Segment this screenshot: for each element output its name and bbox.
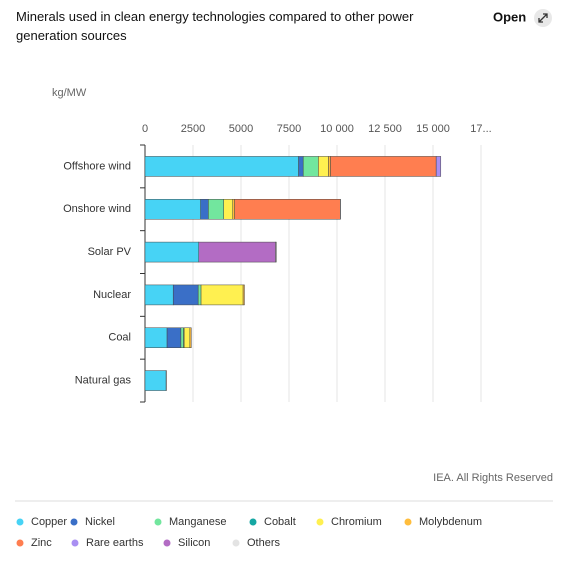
x-tick-label: 12 500 bbox=[368, 123, 402, 135]
bar-segment bbox=[435, 156, 442, 177]
legend-label: Chromium bbox=[331, 516, 382, 528]
bar-segment bbox=[144, 199, 201, 220]
bar-segment bbox=[275, 241, 277, 263]
bar-segment bbox=[298, 156, 304, 177]
bar-segment bbox=[144, 327, 168, 348]
legend-swatch bbox=[71, 539, 79, 547]
legend-label: Rare earths bbox=[86, 537, 144, 549]
legend-label: Others bbox=[247, 537, 281, 549]
bar-segment bbox=[144, 284, 174, 306]
bar-segment bbox=[172, 284, 199, 306]
legend-label: Copper bbox=[31, 516, 67, 528]
legend-swatch bbox=[154, 518, 162, 526]
bar-segment bbox=[144, 370, 167, 391]
legend-swatch bbox=[16, 518, 24, 526]
bar-segment bbox=[144, 156, 299, 177]
open-arrow[interactable] bbox=[538, 13, 548, 23]
open-label[interactable]: Open bbox=[493, 9, 526, 24]
bar-segment bbox=[166, 327, 182, 348]
bar-segment bbox=[183, 327, 191, 348]
legend-label: Nickel bbox=[85, 516, 115, 528]
legend-label: Molybdenum bbox=[419, 516, 482, 528]
legend-label: Zinc bbox=[31, 537, 52, 549]
source-note: IEA. All Rights Reserved bbox=[433, 472, 553, 484]
x-tick-label: 5000 bbox=[229, 123, 253, 135]
bar-segment bbox=[208, 199, 224, 220]
legend-swatch bbox=[232, 539, 240, 547]
bar-segment bbox=[144, 241, 200, 263]
bar-segment bbox=[223, 199, 233, 220]
legend-swatch bbox=[404, 518, 412, 526]
x-tick-label: 2500 bbox=[181, 123, 205, 135]
bar-segment bbox=[198, 241, 276, 263]
x-tick-label: 15 000 bbox=[416, 123, 450, 135]
legend-swatch bbox=[70, 518, 78, 526]
legend-swatch bbox=[316, 518, 324, 526]
x-tick-label: 10 000 bbox=[320, 123, 354, 135]
bar-segment bbox=[328, 156, 331, 177]
bar-segment bbox=[189, 327, 192, 348]
bar-segment bbox=[232, 199, 235, 220]
x-tick-label: 7500 bbox=[277, 123, 301, 135]
chart-title-line: generation sources bbox=[16, 28, 127, 43]
x-tick-label: 17... bbox=[470, 123, 491, 135]
bar-segment bbox=[242, 284, 245, 306]
unit-label: kg/MW bbox=[52, 87, 87, 99]
bar-segment bbox=[234, 199, 341, 220]
legend-label: Manganese bbox=[169, 516, 227, 528]
y-tick-label: Offshore wind bbox=[63, 160, 131, 172]
legend-label: Silicon bbox=[178, 537, 210, 549]
chart-title: Minerals used in clean energy technologi… bbox=[16, 9, 414, 43]
legend-swatch bbox=[163, 539, 171, 547]
bar-segment bbox=[200, 284, 244, 306]
chart-title-line: Minerals used in clean energy technologi… bbox=[16, 9, 414, 24]
legend-label: Cobalt bbox=[264, 516, 296, 528]
bar-segment bbox=[180, 327, 184, 348]
bar-segment bbox=[200, 199, 209, 220]
y-tick-label: Coal bbox=[108, 332, 131, 344]
y-tick-label: Onshore wind bbox=[63, 203, 131, 215]
bar-segment bbox=[302, 156, 319, 177]
bar-segment bbox=[330, 156, 437, 177]
y-tick-label: Nuclear bbox=[93, 289, 131, 301]
y-tick-label: Natural gas bbox=[75, 374, 132, 386]
open-button[interactable]: Open bbox=[493, 9, 552, 27]
legend-swatch bbox=[16, 539, 24, 547]
bar-segment bbox=[197, 284, 202, 306]
y-tick-label: Solar PV bbox=[88, 246, 132, 258]
bar-segment bbox=[318, 156, 329, 177]
x-tick-label: 0 bbox=[142, 123, 148, 135]
legend-swatch bbox=[249, 518, 257, 526]
